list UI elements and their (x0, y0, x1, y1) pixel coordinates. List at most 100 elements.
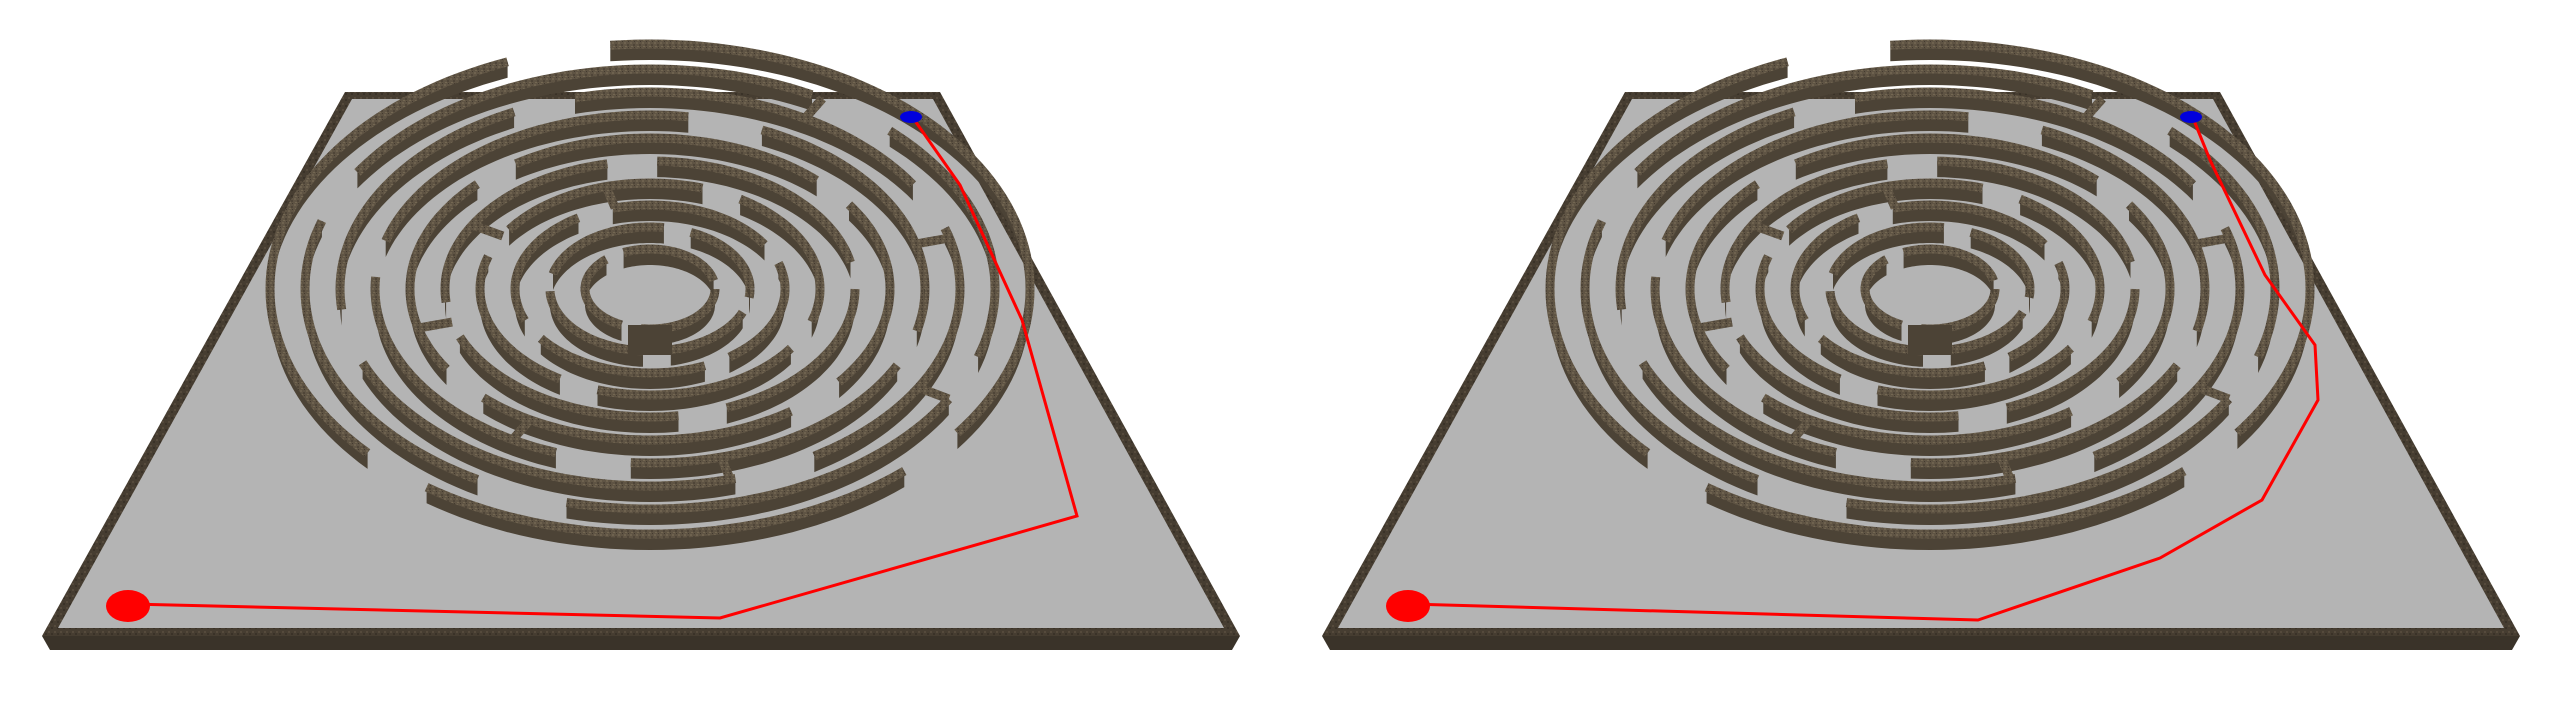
path-line (129, 117, 1079, 620)
maze-wall-top (440, 159, 609, 303)
maze-wall-top (548, 222, 665, 276)
maze-wall-side (1970, 232, 2030, 305)
maze-wall-top (405, 180, 480, 373)
maze-wall-radial (1881, 184, 1900, 210)
maze-wall-top (1685, 180, 1760, 373)
path-line (1409, 117, 2320, 622)
maze-wall-top (1890, 39, 2315, 290)
maze-wall-top (1902, 244, 1998, 283)
solution-path (129, 117, 1079, 620)
maze-wall-top (1817, 334, 1987, 378)
maze-wall-side (761, 130, 925, 305)
maze-wall-side (957, 289, 1030, 449)
maze-wall-top (1790, 213, 1861, 323)
maze-wall-side (509, 183, 703, 246)
maze-wall-top (456, 334, 679, 422)
maze-wall-top (610, 39, 1035, 290)
maze-wall-top (1580, 219, 1760, 484)
goal-marker (2180, 111, 2202, 123)
maze-wall-side (612, 205, 765, 261)
maze-wall-top (1860, 255, 1903, 330)
maze-wall-top (2018, 194, 2105, 290)
maze-wall-top (2007, 288, 2070, 362)
maze-wall-top (727, 288, 790, 362)
maze-wall-side (2041, 130, 2205, 305)
maze-wall-top (760, 125, 930, 290)
maze-wall-side (483, 397, 792, 456)
maze-wall-top (370, 276, 557, 457)
maze-wall-radial (2196, 383, 2231, 404)
maze-wall-top (1828, 222, 1945, 276)
maze-wall-top (1937, 156, 2135, 264)
right-maze-view (1322, 39, 2520, 650)
maze-wall-top (510, 213, 581, 323)
maze-wall-side (1789, 183, 1983, 246)
goal-marker (900, 111, 922, 123)
maze-wall-top (1615, 107, 1796, 311)
maze-wall-radial (1789, 416, 1814, 443)
maze-wall-top (265, 57, 509, 457)
maze-wall-side (575, 92, 913, 201)
maze-wall-side (585, 259, 622, 341)
maze-wall-top (424, 467, 907, 539)
maze-wall-side (2129, 204, 2170, 305)
maze-wall-side (670, 312, 743, 366)
start-marker (1386, 590, 1430, 622)
maze-wall-top (537, 334, 707, 378)
maze-wall-radial (2194, 233, 2231, 249)
maze-wall-top (514, 133, 819, 185)
maze-wall-side (305, 221, 478, 496)
maze-wall-radial (417, 317, 453, 333)
solution-path (1409, 117, 2320, 622)
maze-wall-side (2237, 289, 2310, 449)
left-maze-view (42, 39, 1240, 650)
maze-wall-radial (1997, 455, 2015, 481)
maze-wall-top (738, 194, 825, 290)
maze-wall-side (1760, 256, 1840, 395)
maze-wall-top (335, 107, 516, 311)
maze-wall-top (1736, 334, 1959, 422)
maze-wall-side (657, 161, 851, 279)
maze-wall-top (1969, 228, 2035, 290)
maze-wall-top (1786, 178, 1984, 234)
maze-wall-side (2196, 289, 2205, 348)
maze-wall-top (1825, 290, 1924, 356)
maze-wall-top (381, 110, 689, 243)
maze-wall-top (506, 178, 704, 234)
maze-wall-top (836, 288, 895, 386)
maze-wall-top (725, 288, 860, 413)
maze-wall-top (774, 260, 790, 290)
maze-wall-side (426, 471, 905, 550)
maze-wall-top (2254, 288, 2280, 359)
maze-wall-top (1661, 110, 1969, 243)
maze-wall-top (2040, 125, 2210, 290)
maze-wall-top (1910, 362, 2181, 468)
maze-wall-side (1865, 259, 1902, 341)
maze-wall-top (2167, 126, 2280, 290)
maze-wall-top (1650, 276, 1837, 457)
maze-wall-top (1755, 254, 1842, 384)
maze-wall-side (515, 217, 579, 337)
maze-wall-top (612, 200, 768, 248)
maze-wall-side (1665, 115, 1969, 257)
maze-wall-side (1706, 471, 2185, 550)
maze-wall-radial (916, 383, 951, 404)
maze-wall-top (845, 201, 895, 290)
maze-wall-top (1950, 309, 2027, 355)
maze-wall-radial (1750, 220, 1785, 241)
maze-wall-radial (914, 233, 951, 249)
maze-wall-side (849, 204, 890, 305)
start-marker (106, 590, 150, 622)
maze-wall-top (1545, 57, 1789, 457)
maze-wall-top (670, 309, 747, 355)
maze-wall-top (475, 254, 562, 384)
maze-wall-top (622, 244, 718, 283)
maze-wall-side (1739, 336, 1959, 433)
maze-wall-top (354, 64, 814, 176)
maze-wall-side (1795, 217, 1859, 337)
maze-wall-top (1854, 87, 2197, 188)
maze-wall-top (1638, 360, 2017, 491)
maze-wall-side (1892, 205, 2045, 261)
maze-wall-side (1833, 227, 1944, 290)
